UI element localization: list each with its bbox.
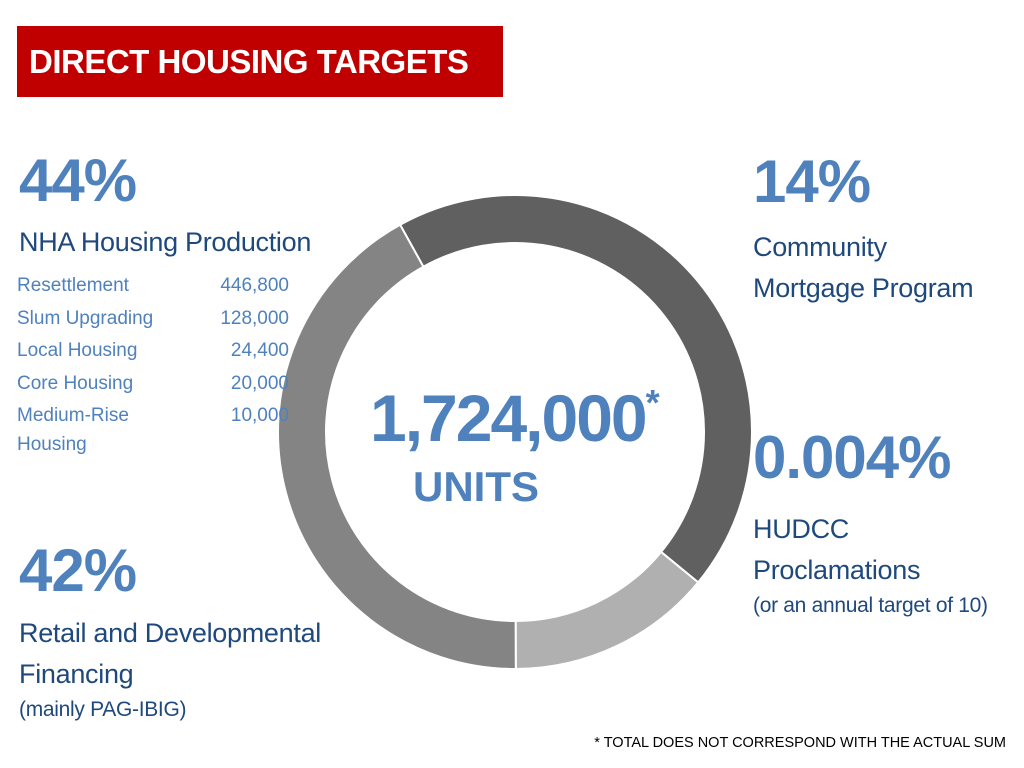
retail-label-line1: Retail and Developmental (19, 618, 321, 648)
community-label-line1: Community (753, 232, 887, 262)
retail-percent: 42% (19, 537, 137, 604)
breakdown-row: Core Housing 20,000 (17, 369, 297, 402)
breakdown-row: Slum Upgrading 128,000 (17, 304, 297, 337)
hudcc-percent: 0.004% (753, 424, 951, 491)
hudcc-label: HUDCC Proclamations (or an annual target… (753, 509, 988, 621)
breakdown-value: 20,000 (230, 372, 289, 394)
footnote: * TOTAL DOES NOT CORRESPOND WITH THE ACT… (594, 735, 1006, 751)
page-title: DIRECT HOUSING TARGETS (29, 43, 469, 80)
retail-label: Retail and Developmental Financing (main… (19, 613, 321, 725)
hudcc-note: (or an annual target of 10) (753, 594, 988, 617)
community-label-line2: Mortgage Program (753, 273, 974, 303)
breakdown-value: 446,800 (220, 275, 289, 296)
breakdown-name: Core Housing (17, 372, 134, 394)
community-label: Community Mortgage Program (753, 227, 974, 309)
breakdown-row: Resettlement 446,800 (17, 271, 297, 304)
breakdown-row: Medium-Rise Housing 10,000 (17, 401, 297, 455)
breakdown-value: 10,000 (230, 405, 289, 426)
center-total: 1,724,000* (370, 382, 660, 452)
center-total-value: 1,724,000 (370, 381, 648, 455)
hudcc-label-line2: Proclamations (753, 555, 921, 585)
center-total-asterisk: * (645, 382, 660, 423)
breakdown-row: Local Housing 24,400 (17, 336, 297, 369)
center-unit-label: UNITS (413, 463, 539, 510)
nha-label: NHA Housing Production (19, 227, 312, 257)
retail-note: (mainly PAG-IBIG) (19, 698, 187, 721)
nha-breakdown-list: Resettlement 446,800 Slum Upgrading 128,… (17, 271, 297, 455)
slice-community (514, 550, 700, 671)
community-percent: 14% (753, 148, 871, 215)
breakdown-name: Slum Upgrading (17, 307, 154, 329)
hudcc-label-line1: HUDCC (753, 514, 849, 544)
retail-label-line2: Financing (19, 659, 134, 689)
breakdown-value: 128,000 (220, 307, 289, 329)
title-banner: DIRECT HOUSING TARGETS (17, 26, 503, 97)
breakdown-name: Medium-Rise Housing (17, 405, 129, 455)
breakdown-name: Resettlement (17, 275, 129, 296)
breakdown-value: 24,400 (230, 340, 289, 361)
breakdown-name: Local Housing (17, 340, 138, 361)
nha-percent: 44% (19, 147, 137, 214)
